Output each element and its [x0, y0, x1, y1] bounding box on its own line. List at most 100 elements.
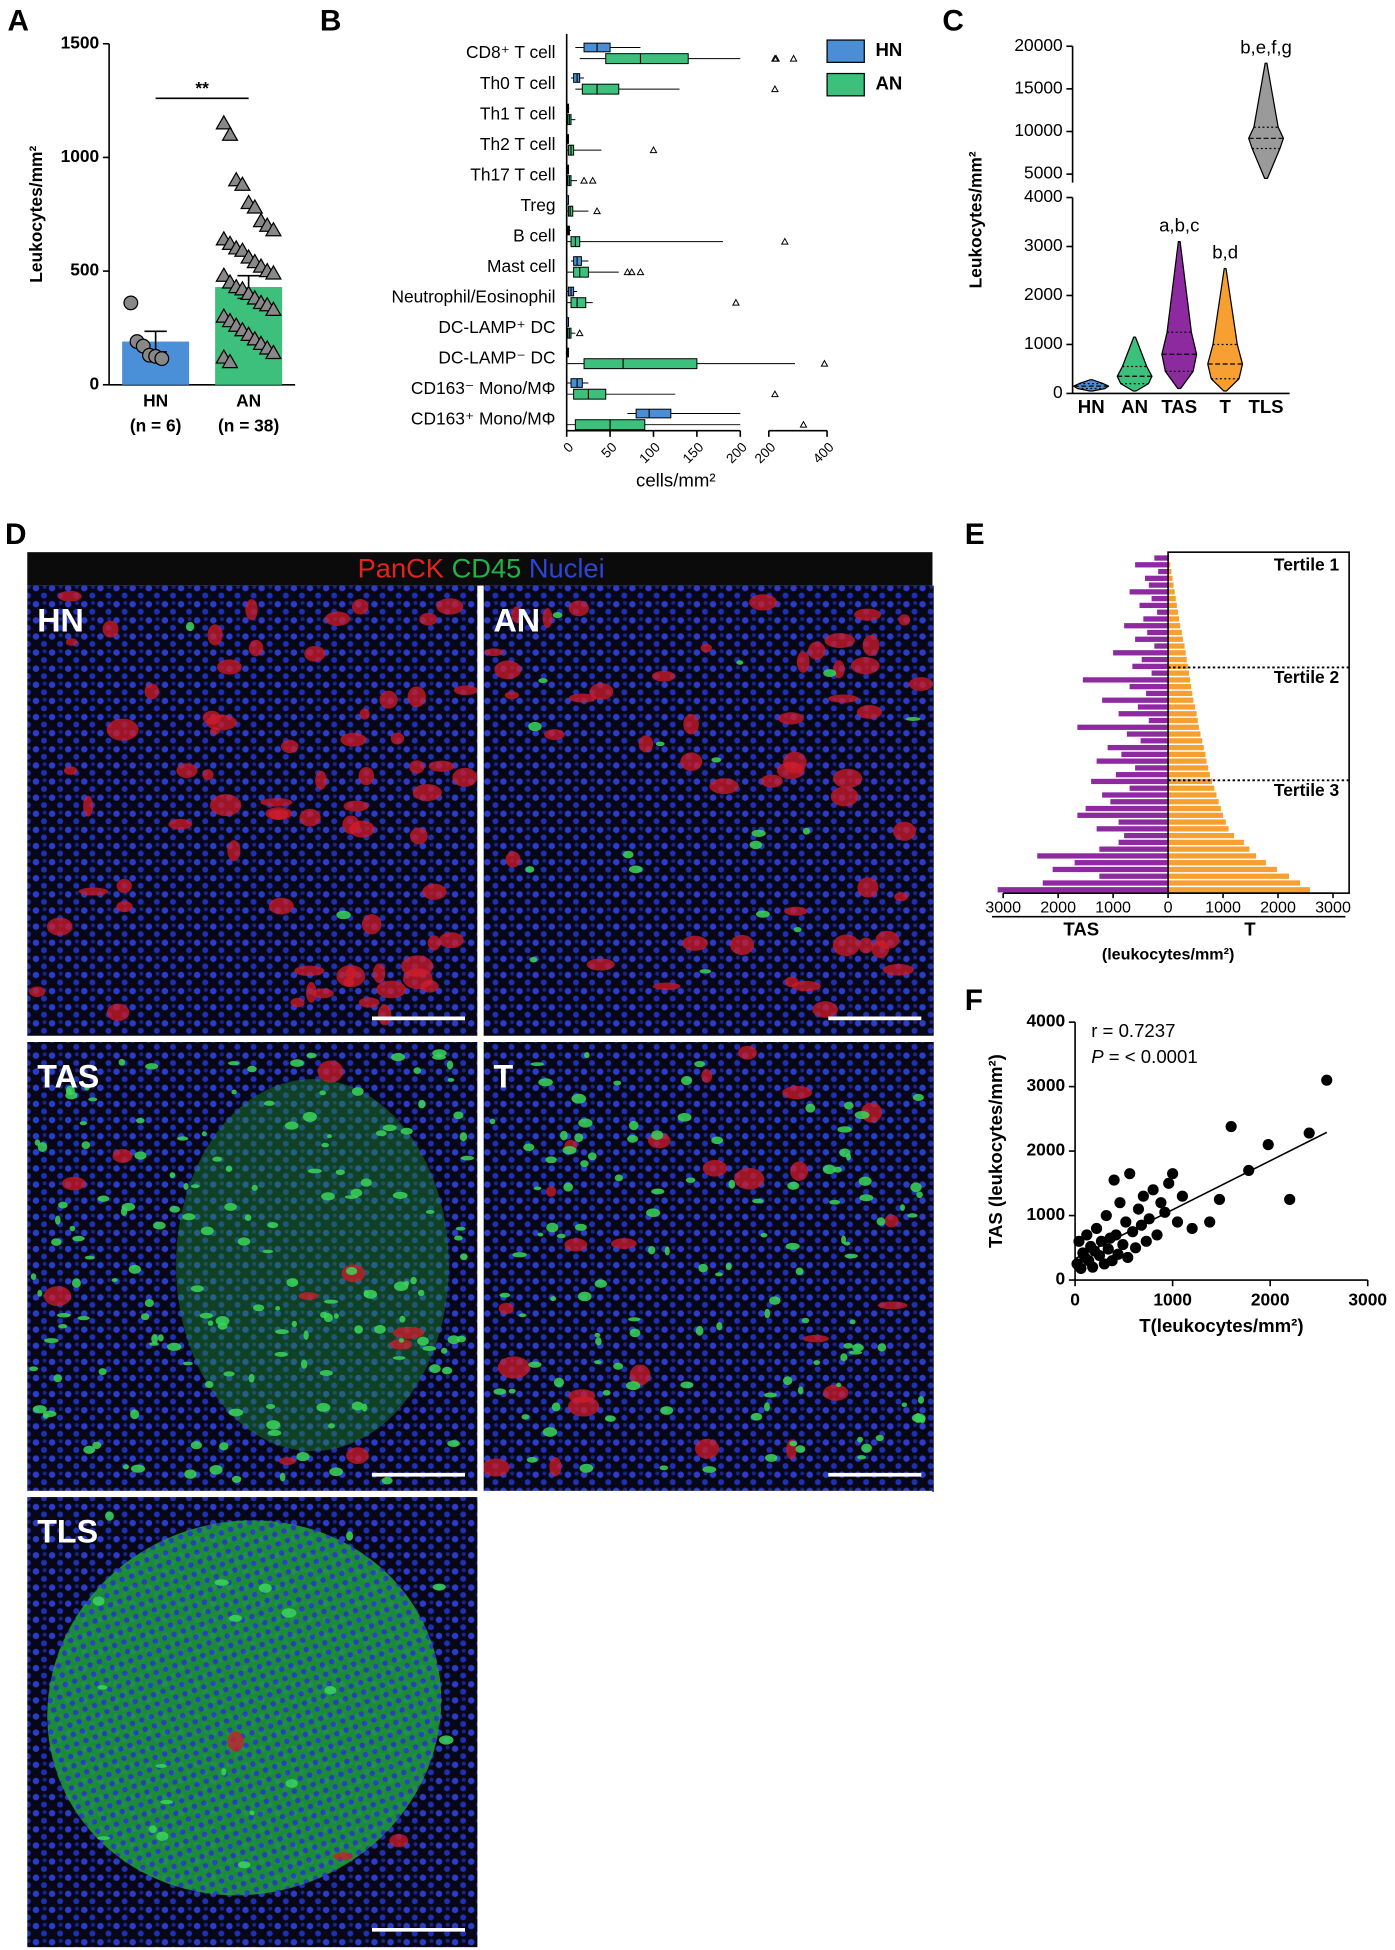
x-tick-label: 2000 — [1040, 898, 1076, 916]
x-tick-label: 50 — [598, 439, 620, 461]
outlier — [789, 54, 798, 62]
cd45-cell — [81, 1141, 91, 1150]
cd45-cell — [361, 1403, 368, 1412]
panck-blob — [312, 988, 334, 999]
panck-blob — [882, 964, 914, 976]
y-tick-label: Th17 T cell — [470, 164, 555, 184]
bar — [1168, 731, 1201, 737]
bar — [1168, 568, 1172, 575]
significance-label: ** — [195, 78, 209, 98]
bar — [1168, 785, 1215, 791]
cd45-cell — [459, 1253, 468, 1261]
panck-blob — [116, 901, 133, 913]
cd45-cell — [574, 1223, 587, 1231]
y-tick-label: CD163⁺ Mono/MΦ — [411, 408, 556, 428]
cd45-cell — [169, 1205, 181, 1213]
data-point — [1151, 1229, 1163, 1241]
panck-blob — [651, 670, 676, 682]
cd45-cell — [789, 1440, 798, 1447]
tls-region — [47, 1520, 442, 1896]
bar — [1168, 684, 1192, 690]
cd45-cell — [346, 1531, 354, 1541]
significance-label: b,d — [1212, 242, 1238, 263]
cd45-cell — [440, 1347, 448, 1354]
cd45-cell — [97, 1836, 111, 1841]
data-point — [1143, 1213, 1155, 1225]
data-point — [1124, 1168, 1136, 1180]
panck-blob — [497, 1356, 531, 1379]
y-tick-label: 20000 — [1014, 35, 1062, 55]
x-tick-label: T — [1219, 396, 1231, 417]
cd45-cell — [613, 1080, 622, 1086]
bar — [1082, 677, 1169, 683]
y-tick-label: 3000 — [1027, 1075, 1066, 1095]
outlier — [820, 359, 829, 367]
cd45-cell — [848, 1350, 863, 1355]
x-tick-note: (n = 38) — [218, 415, 279, 435]
y-axis-label: Leukocytes/mm² — [966, 151, 986, 288]
cd45-cell — [459, 1132, 468, 1142]
bar — [1074, 860, 1169, 866]
cd45-cell — [785, 1242, 800, 1250]
cd45-cell — [728, 1179, 736, 1189]
cd45-cell — [756, 910, 770, 918]
cd45-cell — [751, 829, 766, 837]
x-tick-label: 2000 — [1251, 1290, 1290, 1310]
outlier — [593, 207, 602, 215]
panck-blob — [833, 660, 845, 679]
tile-label: HN — [37, 602, 84, 638]
cd45-cell — [360, 1178, 372, 1187]
cd45-cell — [849, 1319, 856, 1325]
data-point — [264, 221, 282, 237]
data-point — [1112, 1248, 1124, 1260]
data-point — [1213, 1193, 1226, 1206]
panck-blob — [884, 1214, 899, 1228]
cd45-cell — [628, 1120, 639, 1131]
data-point — [1167, 1168, 1179, 1180]
box — [581, 83, 620, 95]
cd45-cell — [354, 1325, 363, 1334]
cd45-cell — [447, 1335, 460, 1345]
panck-blob — [401, 955, 434, 978]
cd45-cell — [284, 1121, 299, 1130]
y-tick-label: DC-LAMP⁻ DC — [438, 347, 555, 367]
cd45-cell — [647, 1245, 656, 1255]
panck-blob — [808, 641, 826, 660]
panck-blob — [78, 887, 109, 896]
bar — [1168, 616, 1180, 622]
panel-label: E — [965, 518, 985, 551]
y-tick-label: 3000 — [1024, 235, 1063, 255]
cd45-cell — [228, 1061, 240, 1066]
panck-blob — [494, 660, 522, 680]
cd45-cell — [281, 1608, 297, 1618]
y-tick-label: 0 — [1056, 1269, 1066, 1289]
cd45-cell — [695, 1325, 704, 1336]
cd45-cell — [190, 1441, 202, 1450]
cd45-cell — [919, 1415, 926, 1424]
data-point — [1090, 1222, 1103, 1235]
cd45-cell — [266, 1420, 281, 1430]
cd45-cell — [329, 1467, 343, 1477]
panck-blob — [46, 917, 73, 936]
tertile-label: Tertile 1 — [1274, 554, 1340, 574]
cd45-cell — [528, 721, 542, 732]
panck-blob — [832, 768, 863, 789]
cd45-cell — [42, 1410, 57, 1418]
bar — [1168, 575, 1173, 581]
cd45-cell — [577, 1291, 592, 1302]
panck-blob — [734, 1167, 765, 1190]
cd45-cell — [526, 1456, 538, 1463]
stat-p-symbol: P — [1091, 1046, 1104, 1067]
cd45-cell — [538, 1078, 553, 1087]
cd45-cell — [37, 1142, 48, 1152]
cd45-cell — [160, 1799, 174, 1805]
y-tick-label: 10000 — [1014, 120, 1062, 140]
cd45-cell — [237, 1861, 251, 1869]
panck-blob — [61, 1176, 86, 1191]
legend-label: HN — [875, 39, 902, 60]
bar — [1168, 656, 1187, 663]
cd45-cell — [910, 1182, 922, 1193]
axis-group-label: T — [1244, 918, 1256, 939]
cd45-cell — [43, 1338, 59, 1344]
y-tick-label: Mast cell — [487, 256, 556, 276]
